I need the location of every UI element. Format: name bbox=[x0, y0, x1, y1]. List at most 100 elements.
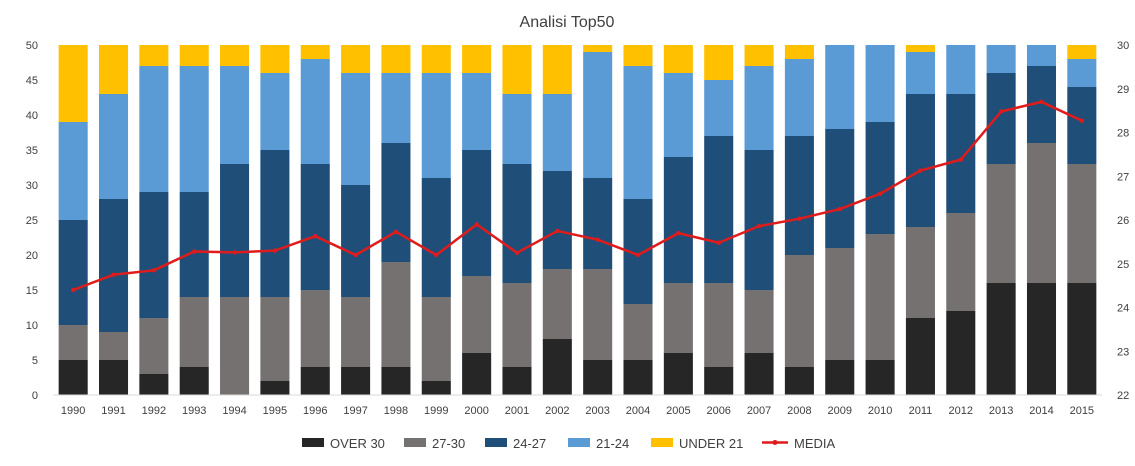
bar-27-30-2015 bbox=[1067, 164, 1097, 283]
bar-27-30-2011 bbox=[905, 227, 935, 318]
legend-label: OVER 30 bbox=[330, 436, 385, 451]
x-tick-label: 2003 bbox=[585, 405, 609, 417]
bar-27-30-1991 bbox=[98, 332, 129, 360]
bar-27-30-2008 bbox=[784, 255, 814, 367]
x-tick-label: 1990 bbox=[61, 405, 85, 417]
bar-24-27-2011 bbox=[905, 94, 935, 227]
x-tick-label: 1992 bbox=[142, 405, 166, 417]
bar-24-27-1991 bbox=[98, 199, 129, 332]
y-axis-right: 22 23 24 25 26 27 28 29 30 bbox=[1117, 40, 1129, 402]
media-point-1993 bbox=[192, 249, 197, 254]
bar-24-27-2003 bbox=[583, 178, 613, 269]
bar-over-30-1992 bbox=[139, 374, 169, 395]
bar-21-24-2015 bbox=[1067, 59, 1097, 87]
bar-21-24-1995 bbox=[260, 73, 290, 150]
bar-21-24-1997 bbox=[341, 73, 371, 185]
bar-24-27-1993 bbox=[179, 192, 209, 297]
bar-24-27-1992 bbox=[139, 192, 169, 318]
media-point-1997 bbox=[353, 252, 358, 258]
bar-21-24-2010 bbox=[865, 45, 895, 122]
bar-over-30-2011 bbox=[905, 318, 935, 395]
bar-under-21-2004 bbox=[623, 45, 653, 66]
x-tick-label: 1995 bbox=[263, 405, 287, 417]
x-tick-label: 2010 bbox=[868, 405, 892, 417]
x-tick-label: 2006 bbox=[706, 405, 730, 417]
bar-over-30-1997 bbox=[341, 367, 371, 395]
y2-tick-label: 25 bbox=[1117, 259, 1129, 271]
bar-27-30-2004 bbox=[623, 304, 653, 360]
bar-21-24-2005 bbox=[663, 73, 693, 157]
x-tick-label: 2004 bbox=[626, 405, 650, 417]
media-point-2014 bbox=[1039, 99, 1044, 105]
y2-tick-label: 28 bbox=[1117, 128, 1129, 140]
media-point-2003 bbox=[595, 237, 600, 242]
media-point-1991 bbox=[111, 272, 116, 277]
bar-under-21-2003 bbox=[583, 45, 613, 52]
y-tick-label: 5 bbox=[32, 355, 38, 367]
bar-27-30-2000 bbox=[462, 276, 492, 353]
bar-over-30-2006 bbox=[704, 367, 734, 395]
x-tick-label: 1998 bbox=[384, 405, 408, 417]
bar-24-27-2000 bbox=[462, 150, 492, 276]
bar-under-21-2002 bbox=[542, 45, 572, 94]
bar-24-27-2001 bbox=[502, 164, 532, 283]
bar-27-30-2009 bbox=[825, 248, 855, 360]
line-layer bbox=[70, 99, 1085, 293]
bar-over-30-2002 bbox=[542, 339, 572, 395]
bar-21-24-2013 bbox=[986, 45, 1016, 73]
x-tick-label: 2002 bbox=[545, 405, 569, 417]
legend-label: 24-27 bbox=[513, 436, 546, 451]
bar-24-27-2002 bbox=[542, 171, 572, 269]
bar-27-30-2001 bbox=[502, 283, 532, 367]
bar-27-30-2012 bbox=[946, 213, 976, 311]
legend-label: 27-30 bbox=[432, 436, 465, 451]
media-point-1996 bbox=[313, 233, 318, 239]
x-tick-label: 2009 bbox=[828, 405, 852, 417]
bar-24-27-2010 bbox=[865, 122, 895, 234]
bar-over-30-1996 bbox=[300, 367, 330, 395]
bar-over-30-2004 bbox=[623, 360, 653, 395]
bar-over-30-2008 bbox=[784, 367, 814, 395]
bar-under-21-1993 bbox=[179, 45, 209, 66]
y2-tick-label: 30 bbox=[1117, 40, 1129, 52]
bar-21-24-2001 bbox=[502, 94, 532, 164]
y-tick-label: 0 bbox=[32, 390, 38, 402]
bars-layer bbox=[58, 45, 1097, 395]
y-axis-left: 0 5 10 15 20 25 30 35 40 45 50 bbox=[26, 40, 38, 402]
media-point-1999 bbox=[434, 252, 439, 258]
bar-under-21-2000 bbox=[462, 45, 492, 73]
media-point-2015 bbox=[1079, 118, 1085, 123]
bar-over-30-2001 bbox=[502, 367, 532, 395]
bar-21-24-2006 bbox=[704, 80, 734, 136]
bar-over-30-2014 bbox=[1026, 283, 1057, 395]
x-tick-label: 1994 bbox=[222, 405, 246, 417]
bar-under-21-2007 bbox=[744, 45, 774, 66]
bar-under-21-1992 bbox=[139, 45, 169, 66]
bar-24-27-2013 bbox=[986, 73, 1016, 164]
x-tick-label: 2005 bbox=[666, 405, 690, 417]
media-point-2012 bbox=[958, 157, 963, 162]
y2-tick-label: 26 bbox=[1117, 215, 1129, 227]
bar-over-30-2013 bbox=[986, 283, 1016, 395]
bar-under-21-1998 bbox=[381, 45, 411, 73]
bar-21-24-1990 bbox=[58, 122, 88, 220]
x-tick-label: 2000 bbox=[464, 405, 488, 417]
bar-21-24-2008 bbox=[784, 59, 814, 136]
bar-27-30-1997 bbox=[341, 297, 371, 367]
bar-21-24-2003 bbox=[583, 52, 613, 178]
bar-27-30-2007 bbox=[744, 290, 774, 353]
y2-tick-label: 23 bbox=[1117, 346, 1129, 358]
media-point-1992 bbox=[151, 268, 157, 273]
bar-under-21-1994 bbox=[220, 45, 250, 66]
bar-over-30-1990 bbox=[58, 360, 88, 395]
bar-under-21-1997 bbox=[341, 45, 371, 73]
bar-over-30-2009 bbox=[825, 360, 855, 395]
legend-line-marker bbox=[772, 440, 778, 445]
bar-under-21-1990 bbox=[58, 45, 88, 122]
x-tick-label: 1997 bbox=[343, 405, 367, 417]
x-tick-label: 2013 bbox=[989, 405, 1013, 417]
bar-over-30-2007 bbox=[744, 353, 774, 395]
legend-swatch bbox=[302, 438, 324, 447]
bar-over-30-2000 bbox=[462, 353, 492, 395]
media-point-2011 bbox=[918, 168, 923, 173]
